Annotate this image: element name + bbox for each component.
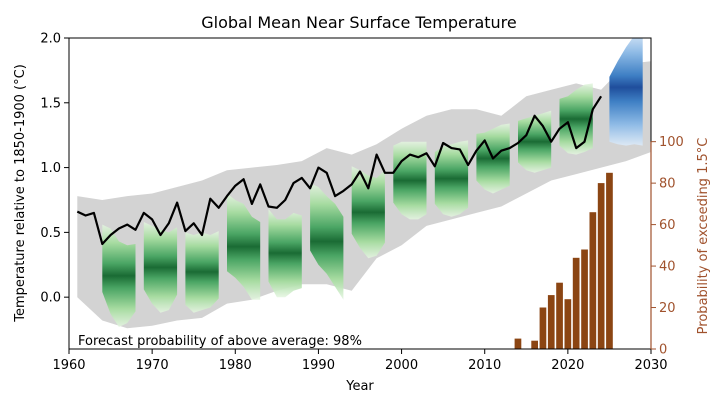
hindcast-plume-1984 (268, 209, 302, 298)
hindcast-plume-1999 (393, 141, 427, 220)
x-tick-label: 1960 (52, 358, 85, 373)
y-right-tick-label: 60 (659, 218, 676, 233)
y-tick-label: 0.0 (40, 291, 61, 306)
y-tick-label: 2.0 (40, 32, 61, 47)
y-axis-left: 0.0 0.5 1.0 1.5 2.0 (40, 32, 69, 306)
hindcast-plume-2014 (518, 110, 552, 173)
x-tick-label: 2030 (634, 358, 667, 373)
y-right-tick-label: 40 (659, 260, 676, 275)
hindcast-plume-1964 (102, 224, 136, 327)
probability-bar-2016 (531, 340, 538, 349)
y-axis-right-label: Probability of exceeding 1.5°C (696, 138, 711, 335)
y-axis-right: 0 20 40 60 80 100 (650, 135, 684, 358)
x-axis: 1960 1970 1980 1990 2000 2010 2020 2030 (52, 349, 668, 373)
y-tick-label: 1.5 (40, 96, 61, 111)
x-tick-label: 2000 (385, 358, 418, 373)
y-right-tick-label: 100 (659, 135, 684, 150)
probability-bar-2020 (564, 299, 572, 349)
probability-bar-2021 (572, 257, 580, 349)
chart-title: Global Mean Near Surface Temperature (201, 13, 516, 32)
probability-bar-2017 (539, 307, 547, 349)
y-right-tick-label: 0 (659, 343, 667, 358)
probability-bars (514, 172, 613, 349)
y-axis-label: Temperature relative to 1850-1900 (°C) (13, 64, 28, 323)
probability-bar-2025 (606, 172, 613, 349)
x-tick-label: 2020 (551, 358, 584, 373)
hindcast-plume-1969 (143, 222, 178, 313)
probability-bar-2014 (514, 338, 522, 349)
hindcast-plume-1979 (227, 193, 261, 300)
x-tick-label: 1990 (302, 358, 335, 373)
x-tick-label: 2010 (468, 358, 501, 373)
x-axis-label: Year (345, 379, 374, 394)
hindcast-plume-2019 (559, 83, 593, 155)
observed-temperature-line (76, 95, 603, 246)
x-tick-label: 1980 (219, 358, 252, 373)
probability-bar-2023 (589, 212, 597, 349)
forecast-plume-2025 (609, 38, 643, 146)
x-tick-label: 1970 (136, 358, 169, 373)
hindcast-plume-1994 (351, 166, 385, 259)
probability-bar-2024 (597, 183, 605, 349)
hindcast-plume-2004 (434, 140, 469, 217)
forecast-plume (609, 38, 643, 146)
annotation-text: Forecast probability of above average: 9… (78, 334, 362, 349)
y-tick-label: 1.0 (40, 161, 61, 176)
y-right-tick-label: 80 (659, 177, 676, 192)
y-tick-label: 0.5 (40, 226, 61, 241)
hindcast-plume-1989 (310, 183, 344, 300)
probability-bar-2019 (556, 282, 563, 349)
plot-area (76, 38, 651, 349)
probability-bar-2018 (547, 295, 555, 349)
hindcast-plume-1974 (185, 231, 219, 313)
y-right-tick-label: 20 (659, 301, 676, 316)
probability-bar-2022 (581, 249, 588, 349)
